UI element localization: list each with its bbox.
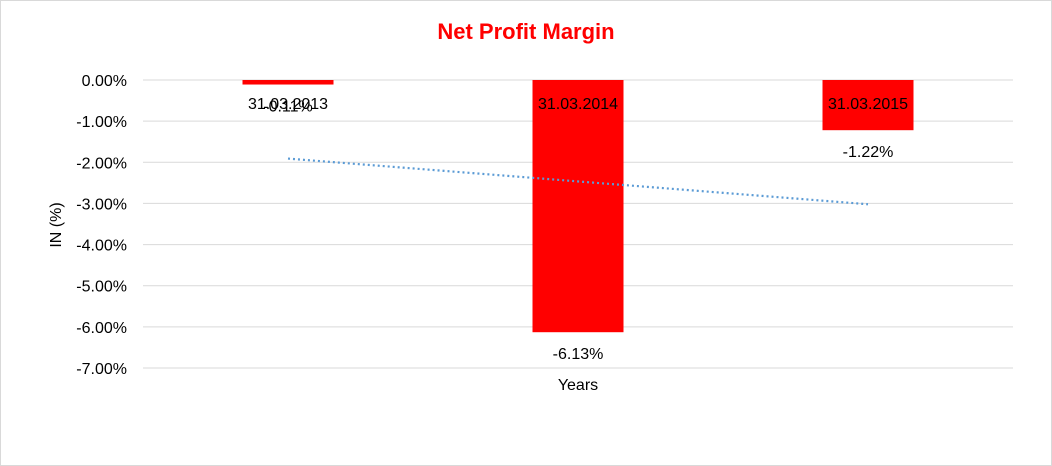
- category-label: 31.03.2015: [828, 96, 908, 113]
- y-tick-label: -4.00%: [76, 238, 127, 255]
- bar-31.03.2013: [242, 80, 334, 85]
- y-tick-label: -5.00%: [76, 279, 127, 296]
- x-axis-title: Years: [558, 377, 598, 394]
- y-axis-title: IN (%): [48, 202, 65, 247]
- category-labels: 31.03.2013 31.03.2014 31.03.2015: [248, 96, 908, 113]
- trendline: [287, 157, 869, 206]
- bar-31.03.2014: [532, 80, 624, 333]
- y-tick-label: -2.00%: [76, 155, 127, 172]
- data-label: -0.11%: [263, 99, 313, 116]
- y-tick-label: -6.00%: [76, 320, 127, 337]
- chart-title: Net Profit Margin: [437, 19, 614, 44]
- y-axis-ticks: 0.00% -1.00% -2.00% -3.00% -4.00% -5.00% -6.00…: [76, 73, 127, 378]
- trendline-layer: [287, 157, 869, 206]
- y-tick-label: -7.00%: [76, 361, 127, 378]
- data-label: -1.22%: [843, 144, 894, 161]
- y-tick-label: -1.00%: [76, 114, 127, 131]
- category-label: 31.03.2014: [538, 96, 618, 113]
- data-labels: -0.11% -6.13% -1.22%: [263, 99, 893, 364]
- data-label: -6.13%: [553, 346, 604, 363]
- y-tick-label: 0.00%: [82, 73, 127, 90]
- category-label: 31.03.2013: [248, 96, 328, 113]
- bars: [242, 80, 914, 333]
- bar-31.03.2015: [822, 80, 914, 131]
- y-tick-label: -3.00%: [76, 196, 127, 213]
